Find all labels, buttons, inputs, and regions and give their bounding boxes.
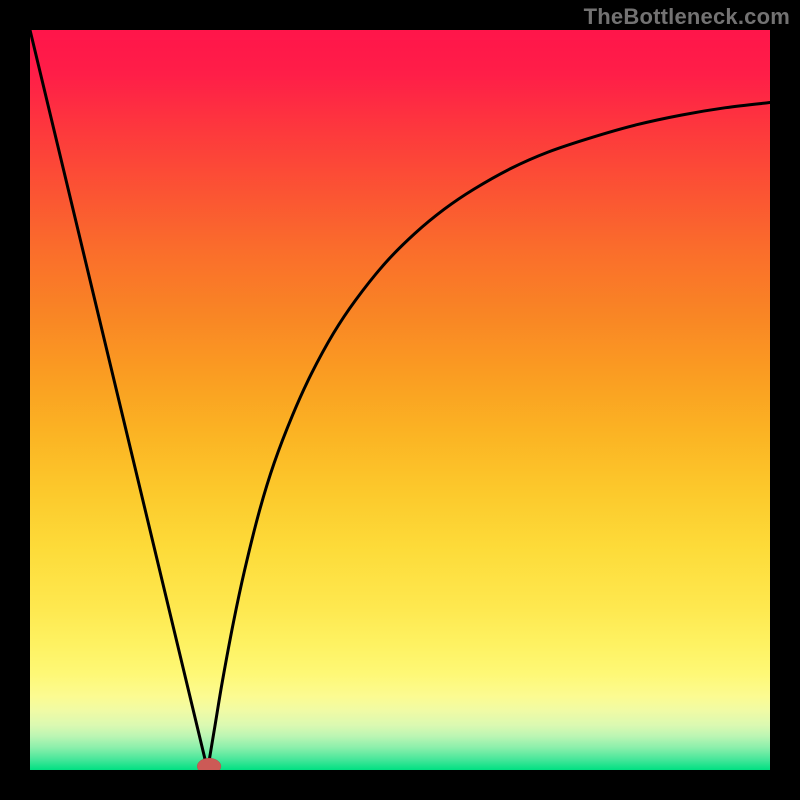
gradient-background <box>30 30 770 770</box>
plot-svg <box>30 30 770 770</box>
chart-container: TheBottleneck.com <box>0 0 800 800</box>
plot-area <box>30 30 770 770</box>
attribution-label: TheBottleneck.com <box>584 4 790 30</box>
